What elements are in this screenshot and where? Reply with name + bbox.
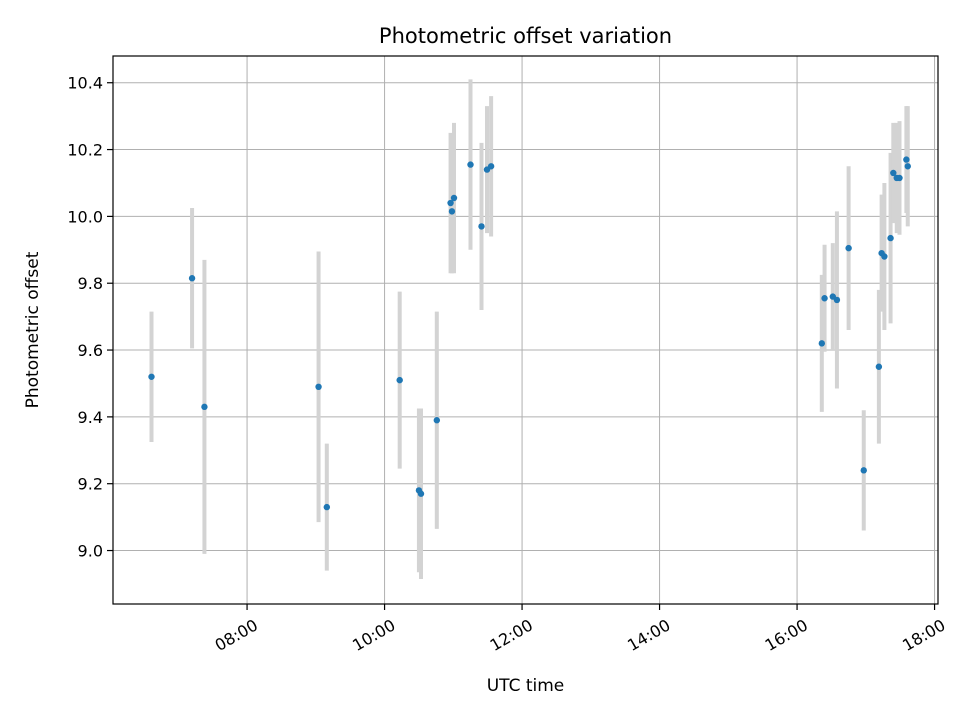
data-point [890,169,897,177]
data-point [315,383,322,391]
data-point [448,208,456,215]
data-point [487,163,495,170]
data-point [833,296,841,304]
y-tick-label: 10.2 [67,141,103,160]
data-point [188,275,196,282]
data-point [447,199,454,207]
chart-title: Photometric offset variation [379,24,672,48]
data-point [875,363,883,370]
y-tick-label: 10.4 [67,74,103,93]
data-point [396,376,403,384]
y-tick-label: 9.0 [78,542,103,561]
y-tick-label: 10.0 [67,207,103,226]
data-point [323,503,331,511]
y-axis-label: Photometric offset [23,251,43,408]
y-tick-label: 9.8 [78,274,103,293]
data-point [433,417,441,424]
data-point [887,234,894,242]
data-point [904,163,911,170]
y-axis-ticks: 9.0 9.2 9.4 9.6 9.8 10.0 10.2 10.4 [67,74,113,561]
data-point [818,340,826,347]
y-tick-label: 9.6 [78,341,103,360]
data-point [467,161,474,168]
data-point [860,467,867,474]
data-point [821,295,828,302]
data-point [450,194,458,202]
plot-frame [112,55,939,605]
data-point [417,490,425,497]
x-axis-label: UTC time [487,676,565,696]
data-point [478,223,485,230]
data-point [881,253,888,260]
data-point [148,373,155,380]
data-point [896,174,903,182]
data-point [201,403,208,411]
y-tick-label: 9.2 [78,475,103,494]
data-points [148,156,911,511]
grid [113,56,938,604]
y-tick-label: 9.4 [78,408,103,427]
data-point [903,156,910,163]
data-point [845,244,852,252]
